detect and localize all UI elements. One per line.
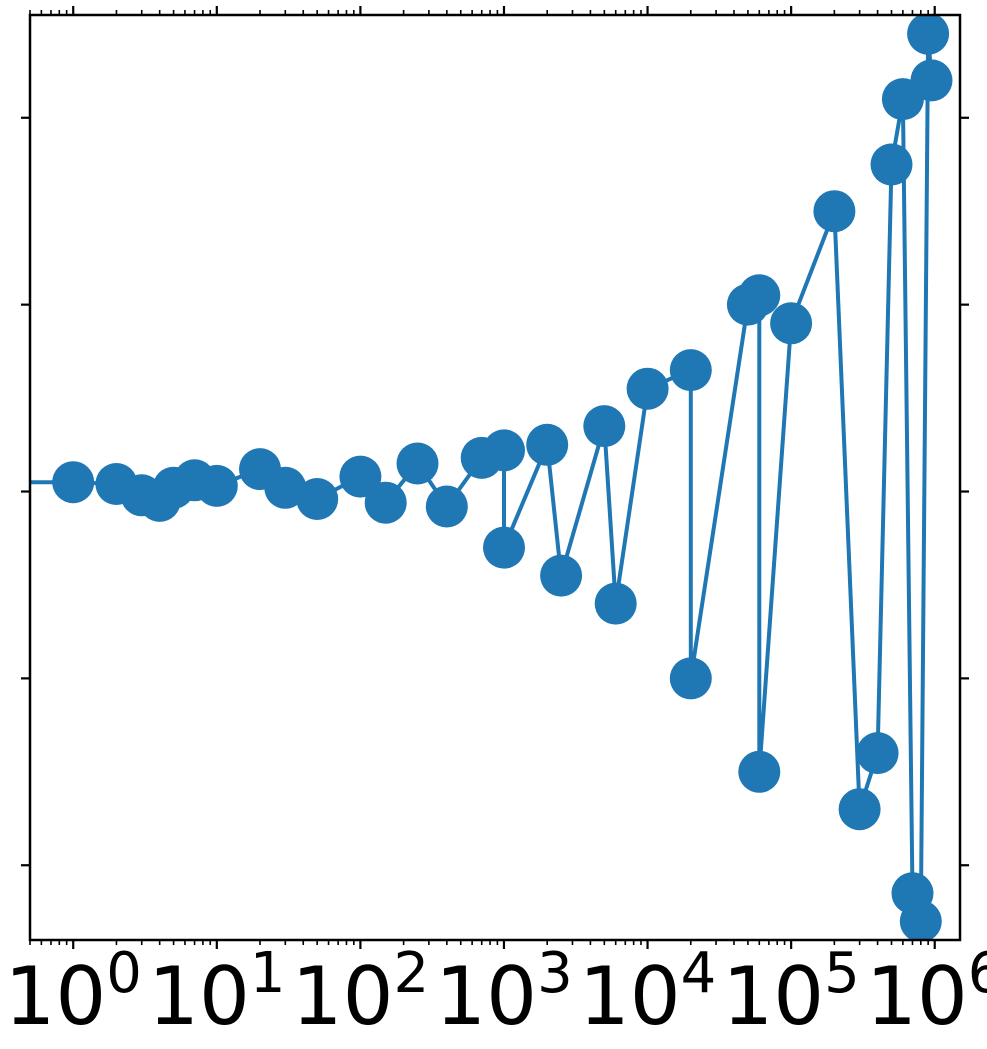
x-tick-label-2: 102	[292, 941, 429, 1043]
x-axis-tick-labels: 100 101 102 103 104 105 106	[4, 941, 987, 1043]
data-point-9	[296, 478, 339, 520]
data-point-23	[669, 657, 712, 700]
data-point-34	[899, 900, 942, 940]
data-point-12	[396, 442, 439, 485]
data-point-15	[483, 429, 525, 472]
data-point-11	[364, 481, 407, 524]
x-tick-label-0: 100	[4, 941, 141, 1043]
data-point-16	[483, 526, 525, 569]
data-point-19	[583, 405, 626, 448]
data-point-22	[669, 349, 712, 392]
plot-frame	[28, 13, 962, 942]
x-tick-label-5: 105	[722, 941, 859, 1043]
data-point-10	[339, 455, 382, 498]
data-point-17	[526, 423, 569, 466]
data-point-13	[425, 485, 468, 528]
data-point-31	[870, 143, 913, 186]
data-point-18	[540, 554, 583, 597]
x-tick-label-3: 103	[435, 941, 572, 1043]
data-point-27	[770, 302, 813, 345]
data-point-21	[626, 367, 669, 410]
data-point-20	[594, 582, 637, 625]
data-point-26	[738, 750, 781, 793]
x-tick-label-6: 106	[866, 941, 987, 1043]
data-point-36	[910, 59, 953, 102]
data-point-30	[856, 732, 899, 775]
axis-ticks	[21, 6, 969, 949]
x-tick-label-1: 101	[148, 941, 285, 1043]
data-point-0	[52, 461, 95, 504]
plot-area	[30, 15, 953, 940]
data-point-8	[264, 466, 307, 509]
data-point-35	[907, 15, 950, 55]
data-point-6	[195, 464, 238, 507]
data-point-28	[813, 190, 856, 233]
data-point-25	[738, 274, 781, 317]
x-tick-label-4: 104	[579, 941, 716, 1043]
data-point-29	[838, 788, 881, 831]
